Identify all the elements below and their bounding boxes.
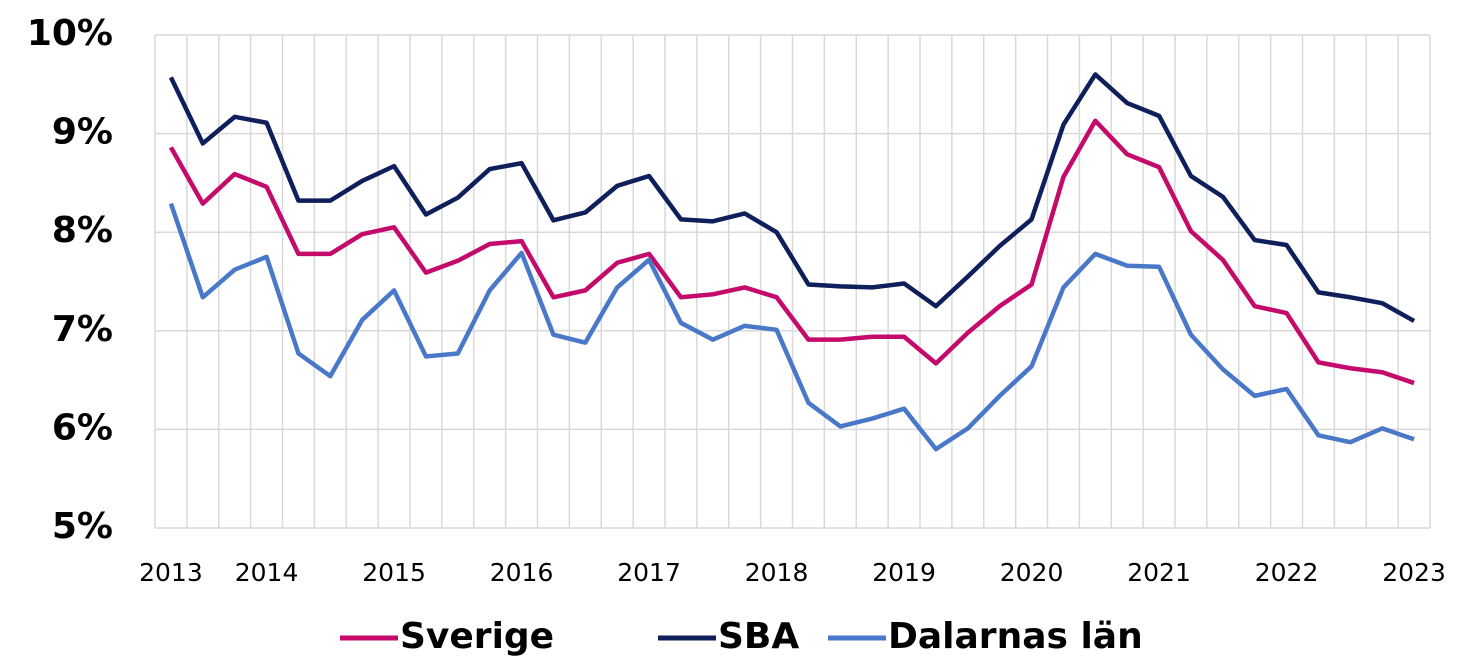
y-tick-label: 6% [52, 407, 113, 448]
y-tick-label: 8% [52, 210, 113, 251]
x-tick-label: 2014 [235, 558, 299, 587]
legend-label: Dalarnas län [888, 616, 1143, 657]
x-tick-label: 2016 [490, 558, 554, 587]
y-tick-label: 9% [52, 112, 113, 153]
line-series [168, 72, 1416, 323]
x-tick-label: 2013 [139, 558, 203, 587]
x-tick-label: 2020 [1000, 558, 1064, 587]
y-tick-label: 10% [27, 13, 113, 54]
x-tick-label: 2017 [617, 558, 681, 587]
line-series [168, 202, 1415, 452]
x-tick-label: 2022 [1255, 558, 1319, 587]
x-tick-label: 2021 [1127, 558, 1191, 587]
x-tick-label: 2015 [362, 558, 426, 587]
legend-label: SBA [718, 616, 799, 657]
y-tick-label: 7% [52, 309, 113, 350]
legend-label: Sverige [400, 616, 554, 657]
x-tick-label: 2019 [872, 558, 936, 587]
y-tick-label: 5% [52, 506, 113, 547]
x-tick-label: 2023 [1382, 558, 1446, 587]
x-tick-label: 2018 [745, 558, 809, 587]
line-series [168, 118, 1415, 386]
